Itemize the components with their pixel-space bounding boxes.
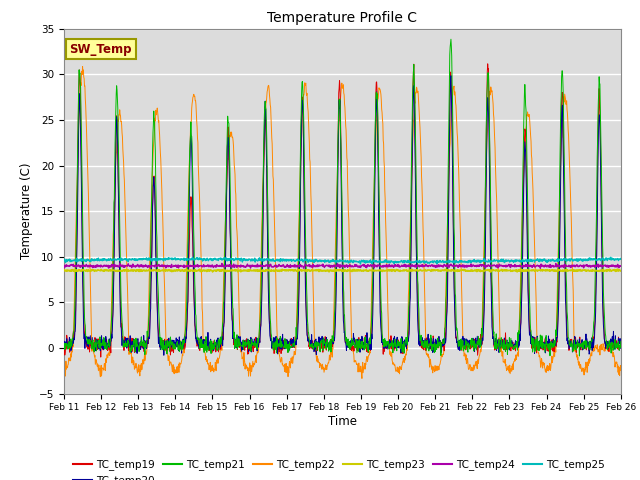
Text: SW_Temp: SW_Temp xyxy=(70,43,132,56)
Y-axis label: Temperature (C): Temperature (C) xyxy=(20,163,33,260)
X-axis label: Time: Time xyxy=(328,415,357,428)
Title: Temperature Profile C: Temperature Profile C xyxy=(268,11,417,25)
Legend: TC_temp19, TC_temp20, TC_temp21, TC_temp22, TC_temp23, TC_temp24, TC_temp25: TC_temp19, TC_temp20, TC_temp21, TC_temp… xyxy=(69,455,609,480)
